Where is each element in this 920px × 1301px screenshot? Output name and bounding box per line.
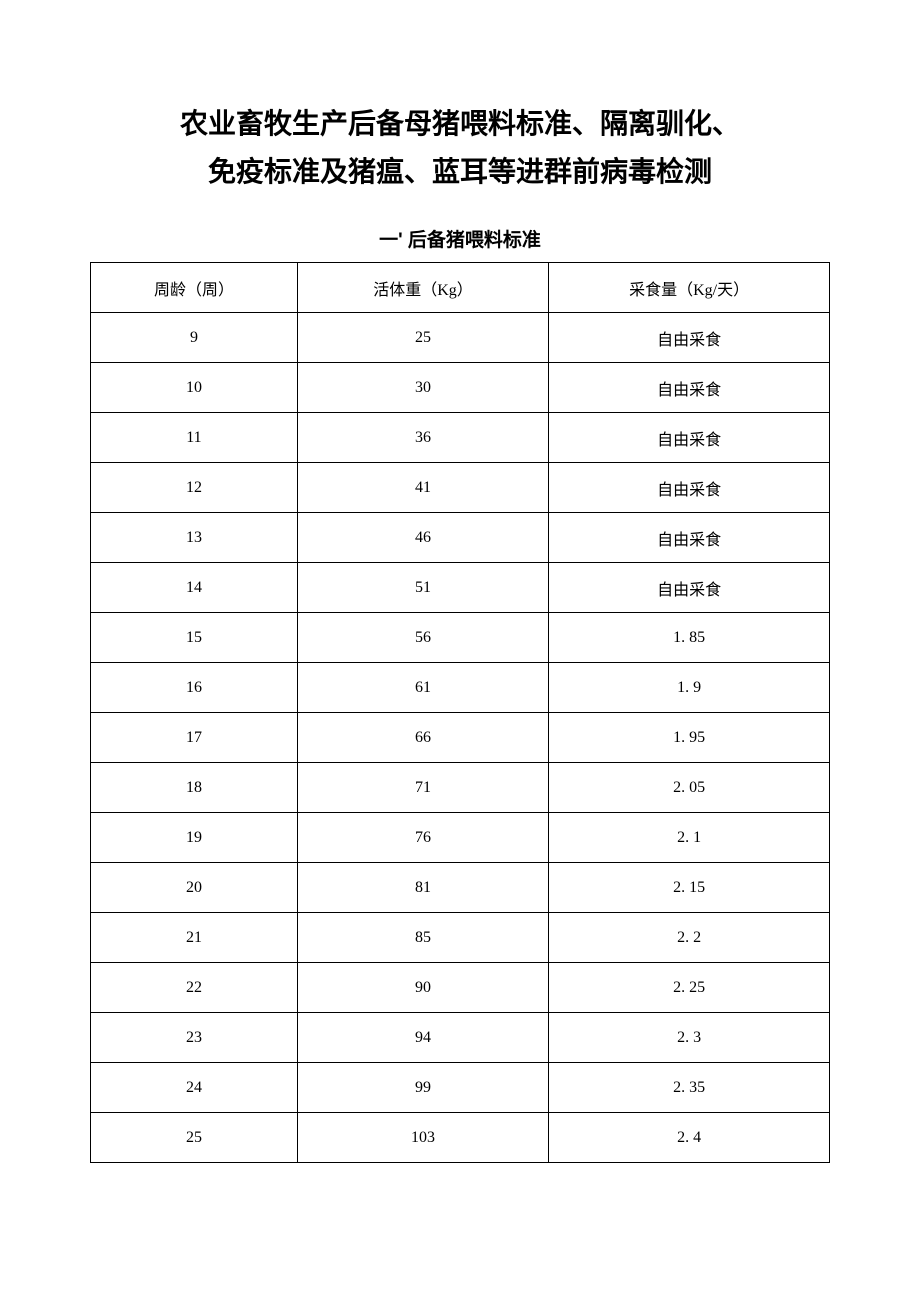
table-cell: 2. 2 [549,913,830,963]
table-cell: 2. 25 [549,963,830,1013]
table-cell: 自由采食 [549,413,830,463]
table-cell: 11 [91,413,298,463]
table-cell: 15 [91,613,298,663]
title-line-1: 农业畜牧生产后备母猪喂料标准、隔离驯化、 [180,108,740,139]
table-cell: 18 [91,763,298,813]
table-cell: 46 [297,513,548,563]
table-cell: 21 [91,913,298,963]
table-cell: 2. 15 [549,863,830,913]
table-row: 251032. 4 [91,1113,830,1163]
table-cell: 94 [297,1013,548,1063]
table-cell: 16 [91,663,298,713]
table-cell: 81 [297,863,548,913]
table-cell: 17 [91,713,298,763]
table-cell: 99 [297,1063,548,1113]
table-row: 925自由采食 [91,313,830,363]
table-row: 24992. 35 [91,1063,830,1113]
table-cell: 85 [297,913,548,963]
table-header-row: 周龄（周） 活体重（Kg） 采食量（Kg/天） [91,263,830,313]
table-cell: 66 [297,713,548,763]
column-header-intake: 采食量（Kg/天） [549,263,830,313]
table-row: 1346自由采食 [91,513,830,563]
table-cell: 90 [297,963,548,1013]
table-row: 1451自由采食 [91,563,830,613]
table-cell: 2. 1 [549,813,830,863]
column-header-weight: 活体重（Kg） [297,263,548,313]
table-row: 16611. 9 [91,663,830,713]
table-row: 17661. 95 [91,713,830,763]
table-cell: 2. 05 [549,763,830,813]
table-cell: 76 [297,813,548,863]
table-cell: 36 [297,413,548,463]
table-cell: 61 [297,663,548,713]
table-cell: 自由采食 [549,313,830,363]
table-cell: 10 [91,363,298,413]
table-cell: 30 [297,363,548,413]
table-row: 23942. 3 [91,1013,830,1063]
table-cell: 20 [91,863,298,913]
table-row: 18712. 05 [91,763,830,813]
table-cell: 25 [91,1113,298,1163]
table-cell: 1. 9 [549,663,830,713]
table-cell: 2. 35 [549,1063,830,1113]
table-cell: 1. 95 [549,713,830,763]
table-row: 22902. 25 [91,963,830,1013]
table-cell: 自由采食 [549,513,830,563]
table-cell: 自由采食 [549,363,830,413]
table-row: 21852. 2 [91,913,830,963]
table-cell: 1. 85 [549,613,830,663]
table-row: 19762. 1 [91,813,830,863]
table-cell: 自由采食 [549,563,830,613]
table-cell: 51 [297,563,548,613]
document-title: 农业畜牧生产后备母猪喂料标准、隔离驯化、 免疫标准及猪瘟、蓝耳等进群前病毒检测 [90,100,830,195]
table-row: 1030自由采食 [91,363,830,413]
table-cell: 41 [297,463,548,513]
table-row: 1241自由采食 [91,463,830,513]
table-cell: 24 [91,1063,298,1113]
table-cell: 23 [91,1013,298,1063]
table-cell: 22 [91,963,298,1013]
table-cell: 2. 3 [549,1013,830,1063]
title-line-2: 免疫标准及猪瘟、蓝耳等进群前病毒检测 [208,156,712,187]
table-cell: 19 [91,813,298,863]
section-subtitle: 一' 后备猪喂料标准 [90,225,830,252]
table-cell: 25 [297,313,548,363]
table-cell: 14 [91,563,298,613]
table-cell: 56 [297,613,548,663]
table-cell: 9 [91,313,298,363]
table-cell: 13 [91,513,298,563]
table-cell: 71 [297,763,548,813]
table-cell: 自由采食 [549,463,830,513]
table-cell: 103 [297,1113,548,1163]
column-header-age: 周龄（周） [91,263,298,313]
feed-standard-table: 周龄（周） 活体重（Kg） 采食量（Kg/天） 925自由采食1030自由采食1… [90,262,830,1163]
table-row: 15561. 85 [91,613,830,663]
table-cell: 12 [91,463,298,513]
table-row: 20812. 15 [91,863,830,913]
table-cell: 2. 4 [549,1113,830,1163]
table-row: 1136自由采食 [91,413,830,463]
